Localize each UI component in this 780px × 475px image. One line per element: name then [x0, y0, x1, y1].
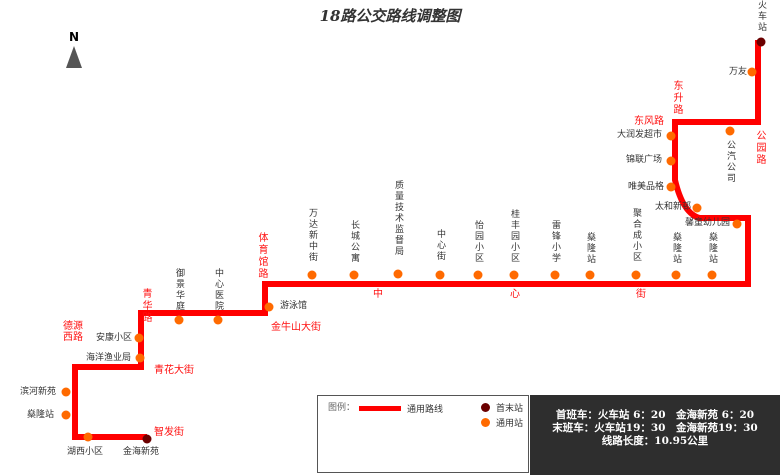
road-label: 德源西路	[63, 321, 83, 343]
route-line	[72, 40, 761, 440]
station-label: 桂丰园小区	[509, 209, 519, 264]
schedule-info: 首班车：火车站 6：20 金海新苑 6：20 末班车：火车站19：30 金海新苑…	[530, 395, 780, 475]
station-dot[interactable]	[732, 219, 742, 229]
station-label: 馨童幼儿园	[685, 218, 731, 228]
station-dot[interactable]	[393, 269, 403, 279]
station-dot[interactable]	[61, 387, 71, 397]
road-label: 街	[636, 289, 646, 300]
first-bus: 首班车：火车站 6：20 金海新苑 6：20	[555, 409, 755, 421]
station-dot[interactable]	[725, 126, 735, 136]
station-label: 湖西小区	[67, 447, 104, 457]
station-label: 金海新苑	[123, 447, 160, 457]
station-label: 唯美品格	[628, 182, 665, 192]
station-label: 中心医院	[213, 268, 223, 312]
station-label: 中心街	[435, 229, 445, 262]
legend-station-label: 通用站	[496, 419, 524, 429]
station-dot[interactable]	[61, 410, 71, 420]
station-label: 安康小区	[96, 333, 133, 343]
station-label: 雷锋小学	[550, 220, 560, 264]
station-label: 大润发超市	[617, 130, 663, 140]
road-label: 智发街	[154, 427, 184, 438]
station-label: 万达新中街	[307, 208, 317, 263]
station-label: 燊隆站	[27, 410, 55, 420]
legend-route-swatch	[359, 406, 401, 411]
north-arrow-icon: N	[64, 30, 84, 68]
terminal-dot[interactable]	[756, 37, 766, 47]
station-label: 万友	[729, 67, 748, 77]
station-dot[interactable]	[174, 315, 184, 325]
station-label: 太和新邨	[655, 202, 692, 212]
station-dot[interactable]	[585, 270, 595, 280]
station-dot[interactable]	[666, 156, 676, 166]
road-label: 中	[373, 289, 383, 300]
station-dot[interactable]	[671, 270, 681, 280]
road-label: 青花大街	[154, 365, 194, 376]
road-label: 东风路	[634, 116, 664, 127]
route-length: 线路长度：10.95公里	[601, 435, 709, 447]
terminal-icon	[481, 403, 490, 412]
station-dot[interactable]	[307, 270, 317, 280]
legend-title: 图例：	[328, 403, 356, 413]
station-label: 质量技术监督局	[393, 180, 403, 257]
station-dot[interactable]	[509, 270, 519, 280]
station-label: 公汽公司	[725, 140, 735, 184]
terminal-dot[interactable]	[142, 434, 152, 444]
station-dot[interactable]	[213, 315, 223, 325]
legend: 图例： 通用路线 首末站 通用站	[317, 395, 529, 473]
legend-route-label: 通用路线	[407, 405, 444, 415]
station-label: 燊隆站	[707, 232, 717, 265]
road-label: 公园路	[754, 130, 765, 166]
station-label: 燊隆站	[585, 232, 595, 265]
road-label: 心	[510, 289, 520, 300]
station-dot[interactable]	[692, 203, 702, 213]
station-dot[interactable]	[134, 333, 144, 343]
map-title: 18路公交路线调整图	[319, 7, 461, 25]
station-label: 聚合成小区	[631, 208, 641, 263]
station-label: 火车站	[756, 0, 766, 33]
station-dot[interactable]	[83, 432, 93, 442]
station-dot[interactable]	[349, 270, 359, 280]
legend-terminal-label: 首末站	[496, 404, 524, 414]
station-label: 御景华庭	[174, 268, 184, 312]
road-label: 金牛山大街	[271, 322, 321, 333]
station-dot[interactable]	[666, 182, 676, 192]
station-dot[interactable]	[631, 270, 641, 280]
station-dot[interactable]	[264, 302, 274, 312]
station-dot[interactable]	[435, 270, 445, 280]
station-dot[interactable]	[550, 270, 560, 280]
station-label: 滨河新苑	[20, 387, 57, 397]
station-label: 游泳馆	[280, 301, 308, 311]
station-label: 燊隆站	[671, 232, 681, 265]
last-bus: 末班车：火车站19：30 金海新苑19：30	[552, 422, 758, 434]
station-label: 长城公寓	[349, 220, 359, 264]
road-label: 青华路	[140, 288, 151, 324]
station-icon	[481, 418, 490, 427]
station-dot[interactable]	[666, 131, 676, 141]
station-label: 海洋渔业局	[86, 353, 132, 363]
station-dot[interactable]	[135, 353, 145, 363]
station-dot[interactable]	[707, 270, 717, 280]
road-label: 东升路	[671, 80, 682, 116]
road-label: 体育馆路	[256, 232, 267, 280]
station-dot[interactable]	[747, 67, 757, 77]
station-label: 怡园小区	[473, 220, 483, 264]
station-dot[interactable]	[473, 270, 483, 280]
station-label: 锦联广场	[626, 155, 663, 165]
